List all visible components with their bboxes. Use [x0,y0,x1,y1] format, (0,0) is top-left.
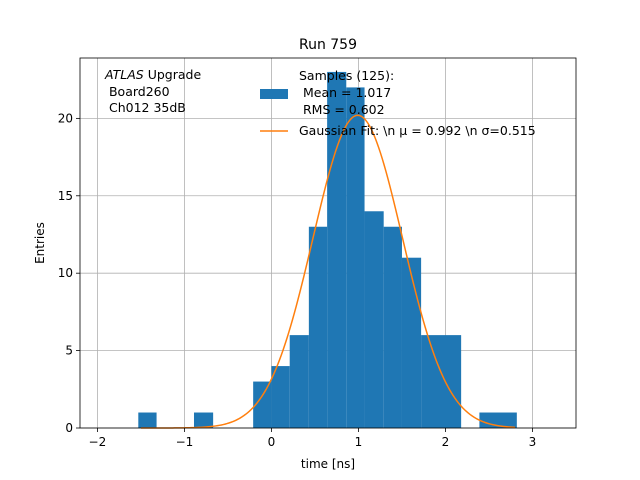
legend-swatch-samples [260,89,288,99]
x-axis-label: time [ns] [301,457,355,471]
legend-samples-line-3: RMS = 0.602 [299,102,385,117]
x-tick-label: −1 [176,435,194,449]
y-tick-label: 20 [58,111,73,125]
legend: Samples (125): Mean = 1.017 RMS = 0.602 … [260,68,536,138]
annotation-line-2: Board260 [105,84,170,99]
histogram-bar [383,226,402,428]
y-tick-label: 0 [65,421,73,435]
histogram-bar [308,226,328,428]
x-axis-ticks: −2 −1 0 1 2 3 [89,428,537,449]
y-axis-ticks: 0 5 10 15 20 [58,111,80,435]
histogram-bar [364,211,384,428]
histogram-bar [401,257,422,428]
histogram-bar [346,87,365,429]
histogram-bar [421,335,462,428]
plot-frame [79,57,577,429]
upgrade-label: Upgrade [144,67,202,82]
histogram-bar [289,335,309,428]
annotation-line-1: ATLAS Upgrade [104,67,201,82]
y-axis-label: Entries [33,222,47,264]
histogram-bar [271,366,290,428]
atlas-label: ATLAS [104,67,144,82]
y-tick-label: 5 [65,344,73,358]
histogram-bar [193,412,214,428]
legend-samples-line-2: Mean = 1.017 [299,85,391,100]
legend-samples-line-1: Samples (125): [299,68,394,83]
histogram-bar [138,412,157,428]
x-tick-label: 1 [355,435,363,449]
gaussian-fit-line [140,114,516,429]
annotation-line-3: Ch012 35dB [105,100,186,115]
histogram-bar [253,381,272,428]
atlas-annotation: ATLAS Upgrade Board260 Ch012 35dB [104,67,201,115]
x-tick-label: −2 [89,435,107,449]
x-tick-label: 3 [529,435,537,449]
chart-title: Run 759 [299,37,357,53]
legend-fit-label: Gaussian Fit: \n μ = 0.992 \n σ=0.515 [299,123,536,138]
x-tick-label: 2 [442,435,450,449]
y-tick-label: 10 [58,266,73,280]
y-tick-label: 15 [58,189,73,203]
x-tick-label: 0 [268,435,276,449]
